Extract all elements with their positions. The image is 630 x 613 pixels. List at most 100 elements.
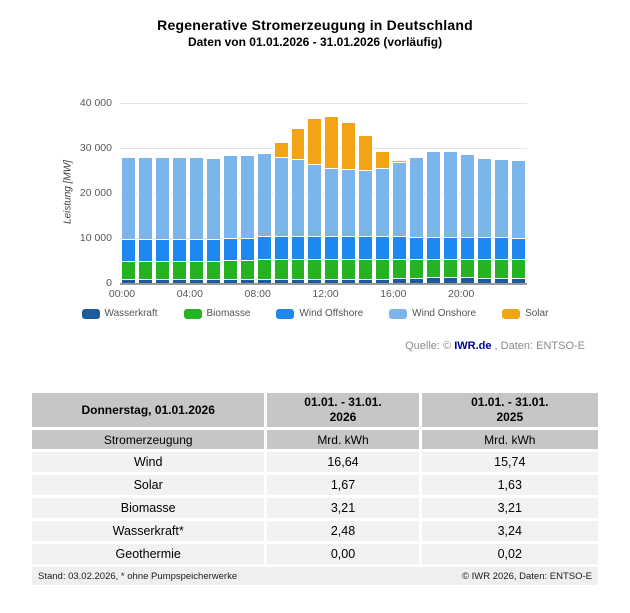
segment-wind-onshore	[121, 156, 136, 239]
segment-wasserkraft	[222, 279, 238, 283]
segment-solar	[375, 151, 391, 169]
bar-11:00	[306, 103, 323, 283]
value-2026: 16,64	[267, 452, 419, 472]
segment-wasserkraft	[460, 277, 476, 283]
y-tick-label: 30 000	[79, 142, 112, 154]
bar-06:00	[222, 103, 239, 283]
segment-biomasse	[358, 258, 374, 279]
segment-biomasse	[409, 259, 425, 278]
segment-wind-offshore	[171, 238, 187, 262]
x-tick-label: 04:00	[176, 288, 203, 300]
legend-swatch-icon	[389, 308, 408, 319]
segment-wind-onshore	[510, 160, 526, 238]
segment-wasserkraft	[341, 278, 357, 283]
bar-14:00	[357, 103, 374, 283]
table-row-wasserkraft: Wasserkraft* 2,48 3,24	[32, 521, 598, 541]
bar-17:00	[408, 103, 425, 283]
segment-solar	[358, 134, 374, 170]
segment-wind-offshore	[205, 238, 221, 262]
bar-19:00	[442, 103, 459, 283]
legend-swatch-icon	[183, 308, 202, 319]
source-suffix: , Daten: ENTSO-E	[491, 340, 585, 352]
segment-wind-onshore	[341, 168, 357, 236]
bar-22:00	[493, 103, 510, 283]
legend-label: Wind Offshore	[299, 308, 364, 319]
segment-wind-offshore	[256, 236, 272, 259]
legend-item-biomasse: Biomasse	[183, 308, 251, 319]
bar-16:00	[391, 103, 408, 283]
row-label: Solar	[32, 475, 265, 495]
value-2025: 0,02	[421, 544, 598, 564]
y-tick-label: 0	[106, 277, 112, 289]
segment-wind-onshore	[375, 168, 391, 237]
x-tick-label: 00:00	[108, 288, 136, 300]
y-tick-label: 40 000	[79, 97, 112, 109]
segment-wind-onshore	[256, 153, 272, 237]
segment-wind-offshore	[137, 238, 153, 262]
table-footer: Stand: 03.02.2026, * ohne Pumpspeicherwe…	[32, 567, 598, 585]
legend-swatch-icon	[81, 308, 100, 319]
bar-04:00	[188, 103, 205, 283]
segment-wind-offshore	[121, 238, 136, 262]
value-2026: 1,67	[267, 475, 419, 495]
footer-stand-note: Stand: 03.02.2026, * ohne Pumpspeicherwe…	[38, 570, 238, 582]
table-header-row: Donnerstag, 01.01.2026 01.01. - 31.01. 202…	[32, 393, 598, 427]
legend-item-wind-offshore: Wind Offshore	[276, 308, 363, 319]
plot-area	[120, 103, 527, 285]
header-period-2025: 01.01. - 31.01. 2025	[421, 393, 598, 427]
segment-wasserkraft	[137, 279, 153, 283]
segment-biomasse	[137, 261, 153, 280]
bar-23:00	[510, 103, 527, 283]
segment-biomasse	[307, 258, 323, 279]
segment-wind-offshore	[307, 235, 323, 259]
subheader-unit-2025: Mrd. kWh	[421, 430, 598, 449]
segment-wind-offshore	[341, 235, 357, 259]
segment-biomasse	[290, 258, 306, 279]
segment-biomasse	[121, 261, 136, 280]
gridline-30000	[120, 148, 527, 149]
segment-biomasse	[392, 258, 408, 278]
segment-biomasse	[324, 258, 340, 279]
table-subheader-row: Stromerzeugung Mrd. kWh Mrd. kWh	[32, 430, 598, 449]
segment-wind-offshore	[375, 236, 391, 259]
segment-wind-onshore	[493, 159, 509, 238]
segment-wind-onshore	[137, 156, 153, 239]
data-table: Donnerstag, 01.01.2026 01.01. - 31.01. 202…	[29, 390, 601, 588]
segment-solar	[290, 127, 306, 160]
header-period-2026: 01.01. - 31.01. 2026	[267, 393, 419, 427]
bar-05:00	[205, 103, 222, 283]
segment-solar	[341, 122, 357, 169]
segment-wasserkraft	[154, 279, 170, 283]
row-label: Geothermie	[32, 544, 265, 564]
segment-solar	[273, 141, 289, 157]
value-2026: 3,21	[267, 498, 419, 518]
segment-wind-onshore	[205, 157, 221, 239]
iwr-link[interactable]: IWR.de	[454, 340, 492, 352]
legend-label: Solar	[525, 308, 549, 319]
value-2025: 1,63	[421, 475, 598, 495]
segment-wind-onshore	[154, 157, 170, 239]
segment-wasserkraft	[392, 278, 408, 283]
segment-wind-onshore	[188, 157, 204, 239]
bar-00:00	[120, 103, 137, 283]
legend-label: Biomasse	[206, 308, 251, 319]
source-prefix: Quelle: ©	[405, 340, 455, 352]
bar-20:00	[459, 103, 476, 283]
segment-wasserkraft	[290, 278, 306, 283]
segment-wind-onshore	[443, 151, 459, 237]
row-label: Biomasse	[32, 498, 265, 518]
segment-wind-offshore	[477, 237, 492, 260]
bar-02:00	[154, 103, 171, 283]
segment-wind-offshore	[426, 236, 442, 259]
bar-07:00	[239, 103, 256, 283]
segment-wind-offshore	[443, 236, 459, 259]
segment-wind-offshore	[154, 238, 170, 262]
value-2025: 3,21	[421, 498, 598, 518]
bar-12:00	[323, 103, 340, 283]
segment-wind-onshore	[460, 153, 476, 237]
segment-wind-onshore	[409, 156, 425, 238]
bar-09:00	[273, 103, 290, 283]
segment-biomasse	[205, 261, 221, 280]
gridline-10000	[120, 238, 527, 239]
y-tick-label: 20 000	[79, 187, 112, 199]
